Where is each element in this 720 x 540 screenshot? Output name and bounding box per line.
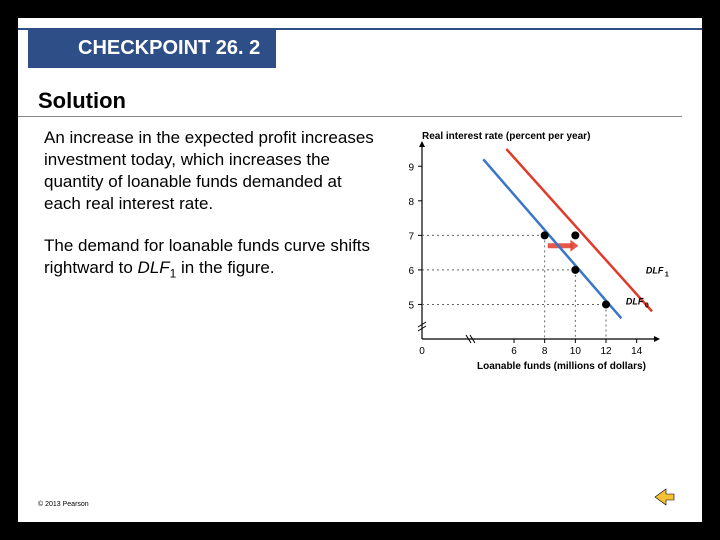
slide: CHECKPOINT 26. 2 Solution An increase in… [18,18,702,522]
svg-text:DLF: DLF [646,265,664,275]
paragraph-2: The demand for loanable funds curve shif… [44,235,374,282]
paragraph-1: An increase in the expected profit incre… [44,127,374,215]
svg-text:Loanable funds (millions of do: Loanable funds (millions of dollars) [477,361,646,372]
chart-column: Real interest rate (percent per year) Loa… [384,127,692,377]
loanable-funds-chart: Real interest rate (percent per year) Loa… [384,127,674,377]
svg-text:5: 5 [408,300,414,311]
svg-text:9: 9 [408,162,414,173]
svg-text:14: 14 [631,346,643,357]
svg-text:0: 0 [645,302,649,309]
p2-var: DLF [138,258,170,277]
svg-text:6: 6 [408,266,414,277]
p2-post: in the figure. [176,258,274,277]
svg-text:10: 10 [570,346,582,357]
svg-text:1: 1 [665,271,669,278]
svg-text:8: 8 [408,197,414,208]
copyright: © 2013 Pearson [38,501,89,508]
svg-text:Real interest rate (percent pe: Real interest rate (percent per year) [422,131,590,142]
checkpoint-title-text: CHECKPOINT 26. 2 [78,37,260,60]
checkpoint-title: CHECKPOINT 26. 2 [66,28,276,68]
content-row: An increase in the expected profit incre… [18,127,702,377]
svg-text:0: 0 [419,346,425,357]
svg-text:DLF: DLF [626,296,644,306]
header: CHECKPOINT 26. 2 [18,18,702,80]
corner-accent-square [28,28,66,68]
text-column: An increase in the expected profit incre… [44,127,384,377]
svg-text:12: 12 [600,346,612,357]
svg-text:6: 6 [511,346,517,357]
section-heading: Solution [18,86,682,117]
back-nav-icon[interactable] [652,486,678,508]
svg-text:7: 7 [408,231,414,242]
svg-text:8: 8 [542,346,548,357]
